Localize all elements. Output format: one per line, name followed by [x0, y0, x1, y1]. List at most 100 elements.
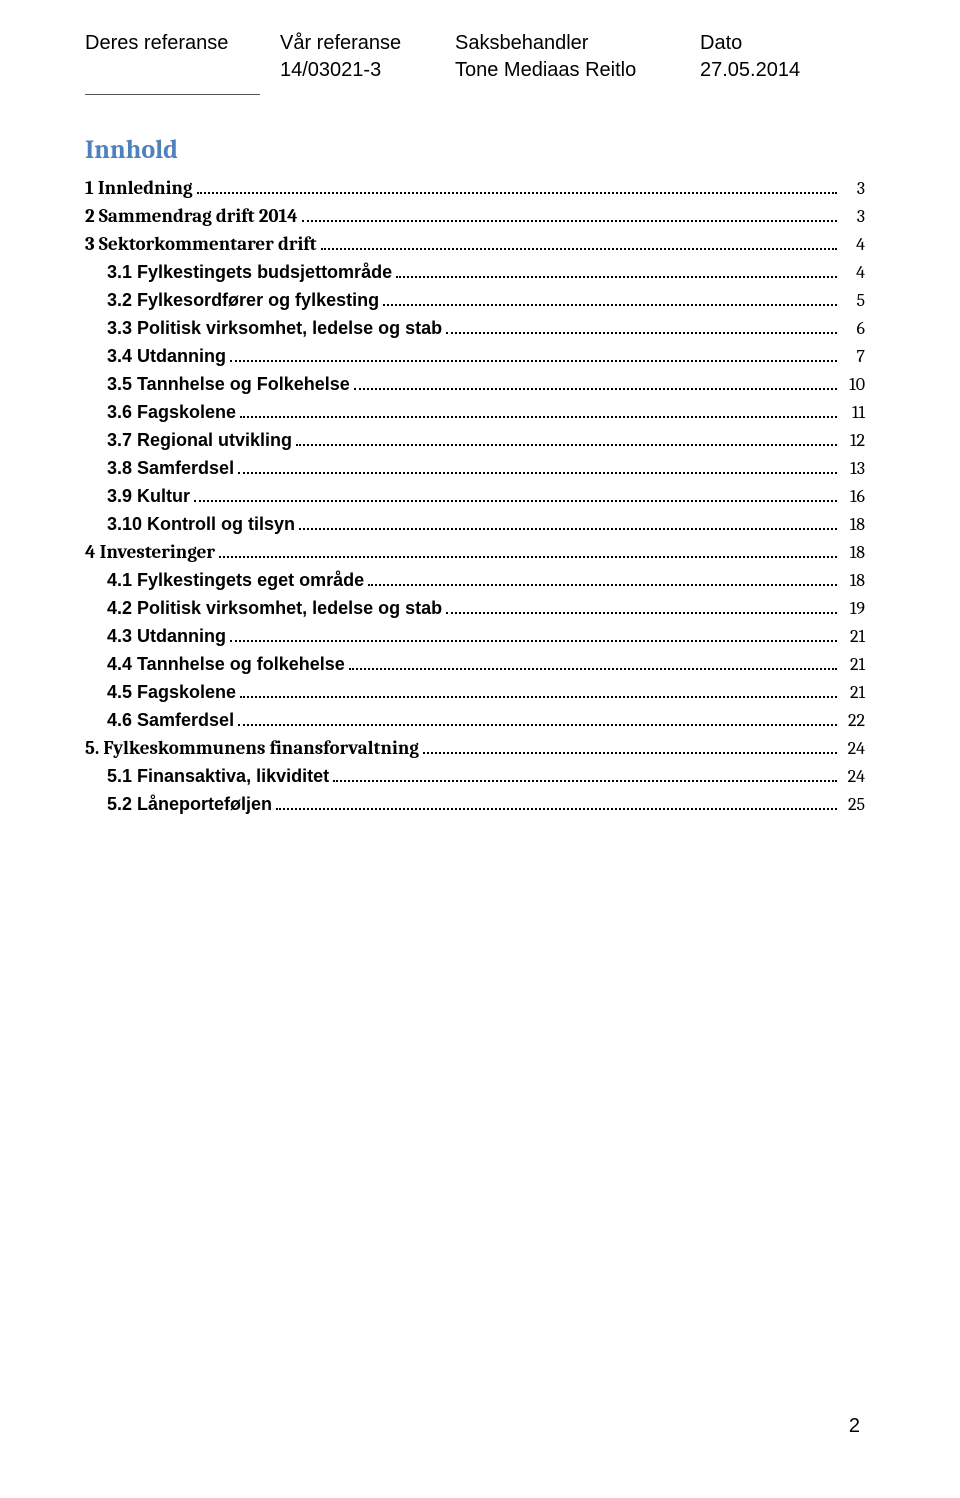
toc-leader-dots	[238, 724, 837, 726]
toc-leader-dots	[423, 752, 837, 754]
toc-leader-dots	[240, 416, 837, 418]
toc-entry-page: 18	[841, 572, 865, 590]
toc-entry: 4.1 Fylkestingets eget område 18	[85, 571, 865, 590]
toc-entry-label: 5. Fylkeskommunens finansforvaltning	[85, 739, 419, 758]
toc-entry-page: 21	[841, 684, 865, 702]
toc-leader-dots	[197, 192, 837, 194]
toc-entry: 3.1 Fylkestingets budsjettområde 4	[85, 263, 865, 282]
toc-entry-page: 18	[841, 516, 865, 534]
toc-entry-page: 6	[841, 320, 865, 338]
toc-leader-dots	[230, 640, 837, 642]
toc-leader-dots	[240, 696, 837, 698]
toc-entry-page: 16	[841, 488, 865, 506]
toc-entry: 2 Sammendrag drift 2014 3	[85, 207, 865, 226]
toc-leader-dots	[276, 808, 837, 810]
toc-entry: 3 Sektorkommentarer drift 4	[85, 235, 865, 254]
toc-entry: 5.2 Låneporteføljen 25	[85, 795, 865, 814]
header-value-dato: 27.05.2014	[700, 57, 850, 84]
toc-entry-label: 3.6 Fagskolene	[107, 403, 236, 421]
toc-entry-page: 13	[841, 460, 865, 478]
toc-entry-label: 3.10 Kontroll og tilsyn	[107, 515, 295, 533]
toc-entry-page: 4	[841, 236, 865, 254]
toc-entry-label: 2 Sammendrag drift 2014	[85, 207, 298, 226]
toc-entry-page: 10	[841, 376, 865, 394]
toc-leader-dots	[349, 668, 837, 670]
toc-entry-label: 4 Investeringer	[85, 543, 215, 562]
toc-entry: 3.6 Fagskolene 11	[85, 403, 865, 422]
toc-entry-label: 3.3 Politisk virksomhet, ledelse og stab	[107, 319, 442, 337]
toc-entry-label: 4.6 Samferdsel	[107, 711, 234, 729]
toc-entry-page: 22	[841, 712, 865, 730]
toc-entry-label: 3.4 Utdanning	[107, 347, 226, 365]
page-number: 2	[849, 1415, 860, 1438]
header-underline	[85, 94, 260, 95]
toc-entry-label: 3.5 Tannhelse og Folkehelse	[107, 375, 350, 393]
toc-entry-label: 3 Sektorkommentarer drift	[85, 235, 317, 254]
header-value-saksbehandler: Tone Mediaas Reitlo	[455, 57, 680, 84]
toc-entry-label: 3.9 Kultur	[107, 487, 190, 505]
toc-entry: 5. Fylkeskommunens finansforvaltning 24	[85, 739, 865, 758]
toc-entry-page: 4	[841, 264, 865, 282]
header-label-dato: Dato	[700, 30, 850, 57]
toc-entry-label: 3.8 Samferdsel	[107, 459, 234, 477]
toc-entry-label: 3.1 Fylkestingets budsjettområde	[107, 263, 392, 281]
toc-leader-dots	[354, 388, 837, 390]
toc-entry: 3.8 Samferdsel 13	[85, 459, 865, 478]
toc-entry: 4.5 Fagskolene 21	[85, 683, 865, 702]
toc-entry: 3.3 Politisk virksomhet, ledelse og stab…	[85, 319, 865, 338]
toc-entry-label: 5.2 Låneporteføljen	[107, 795, 272, 813]
toc-entry-page: 11	[841, 404, 865, 422]
toc-entry-page: 7	[841, 348, 865, 366]
toc-entry: 3.2 Fylkesordfører og fylkesting5	[85, 291, 865, 310]
toc-entry-label: 4.3 Utdanning	[107, 627, 226, 645]
toc-entry: 4 Investeringer 18	[85, 543, 865, 562]
toc-leader-dots	[219, 556, 837, 558]
toc-entry-page: 5	[841, 292, 865, 310]
toc-entry-page: 21	[841, 628, 865, 646]
toc-leader-dots	[299, 528, 837, 530]
toc-entry-label: 4.1 Fylkestingets eget område	[107, 571, 364, 589]
toc-entry-label: 5.1 Finansaktiva, likviditet	[107, 767, 329, 785]
toc-entry-label: 4.5 Fagskolene	[107, 683, 236, 701]
toc-entry-label: 4.2 Politisk virksomhet, ledelse og stab	[107, 599, 442, 617]
toc-title: Innhold	[85, 135, 865, 165]
toc-leader-dots	[238, 472, 837, 474]
toc-entry: 4.2 Politisk virksomhet, ledelse og stab…	[85, 599, 865, 618]
toc-leader-dots	[333, 780, 837, 782]
toc-leader-dots	[230, 360, 837, 362]
toc-list: 1 Innledning 3 2 Sammendrag drift 2014 3 3 S…	[85, 179, 865, 814]
toc-leader-dots	[194, 500, 837, 502]
toc-leader-dots	[396, 276, 837, 278]
header-value-vaar: 14/03021-3	[280, 57, 435, 84]
toc-entry: 4.4 Tannhelse og folkehelse21	[85, 655, 865, 674]
toc-entry-page: 18	[841, 544, 865, 562]
toc-entry-page: 21	[841, 656, 865, 674]
header-label-vaar: Vår referanse	[280, 30, 435, 57]
toc-entry: 3.4 Utdanning 7	[85, 347, 865, 366]
toc-entry: 1 Innledning 3	[85, 179, 865, 198]
toc-entry: 3.10 Kontroll og tilsyn 18	[85, 515, 865, 534]
toc-leader-dots	[383, 304, 837, 306]
toc-entry-page: 25	[841, 796, 865, 814]
toc-entry-page: 3	[841, 180, 865, 198]
toc-entry: 4.6 Samferdsel 22	[85, 711, 865, 730]
toc-entry-page: 24	[841, 740, 865, 758]
toc-leader-dots	[321, 248, 837, 250]
toc-entry: 3.7 Regional utvikling 12	[85, 431, 865, 450]
toc-entry-page: 12	[841, 432, 865, 450]
header-label-deres: Deres referanse	[85, 30, 260, 57]
header-value-deres	[85, 57, 260, 84]
toc-entry-page: 19	[841, 600, 865, 618]
toc-leader-dots	[302, 220, 837, 222]
toc-entry-label: 1 Innledning	[85, 179, 193, 198]
toc-entry-page: 24	[841, 768, 865, 786]
toc-leader-dots	[446, 612, 837, 614]
toc-entry: 5.1 Finansaktiva, likviditet 24	[85, 767, 865, 786]
toc-entry-page: 3	[841, 208, 865, 226]
toc-leader-dots	[446, 332, 837, 334]
toc-entry: 3.5 Tannhelse og Folkehelse 10	[85, 375, 865, 394]
toc-entry: 4.3 Utdanning 21	[85, 627, 865, 646]
reference-header: Deres referanse Vår referanse Saksbehand…	[85, 30, 865, 95]
toc-leader-dots	[296, 444, 837, 446]
toc-entry-label: 3.7 Regional utvikling	[107, 431, 292, 449]
